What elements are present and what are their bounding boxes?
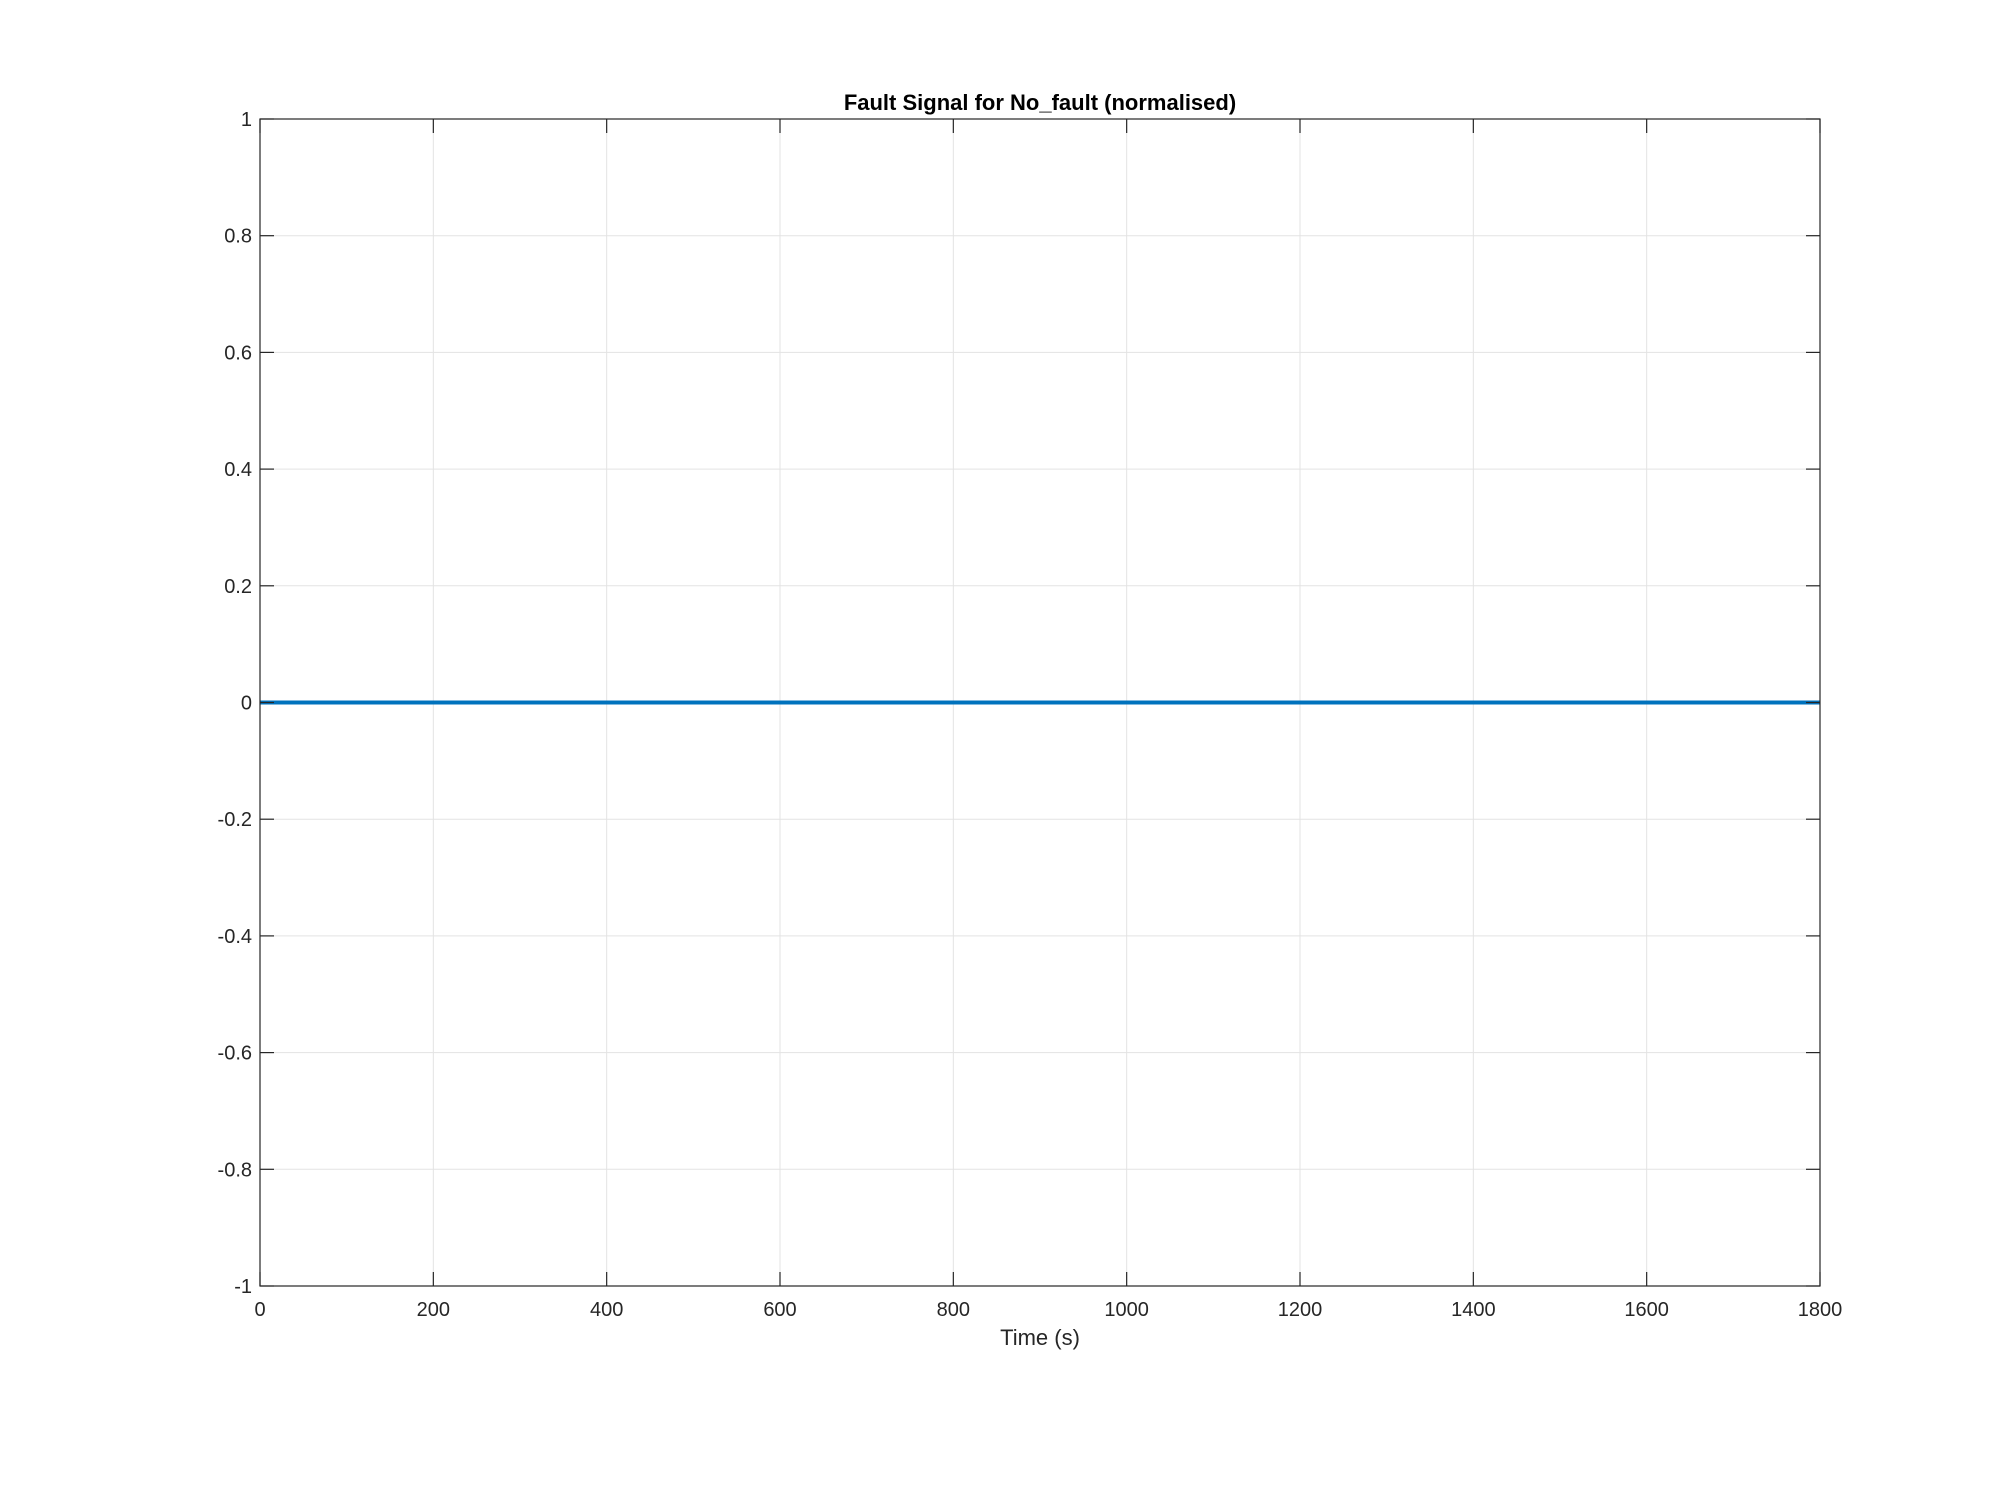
y-tick-label: -0.2 — [218, 809, 252, 831]
x-tick-label: 1200 — [1278, 1299, 1323, 1321]
x-tick-label: 200 — [417, 1299, 450, 1321]
y-tick-label: -1 — [234, 1276, 252, 1298]
x-tick-label: 1000 — [1104, 1299, 1149, 1321]
x-axis-label: Time (s) — [1000, 1325, 1080, 1350]
x-tick-label: 1600 — [1624, 1299, 1669, 1321]
x-tick-label: 800 — [937, 1299, 970, 1321]
y-tick-label: -0.8 — [218, 1159, 252, 1181]
ticks: 0 200 400 600 800 1000 1200 1400 1600 1800 -1 -0.8 -… — [218, 109, 1843, 1321]
y-tick-label: -0.6 — [218, 1043, 252, 1065]
x-tick-label: 600 — [763, 1299, 796, 1321]
y-tick-label: 0.6 — [224, 342, 252, 364]
y-tick-label: 0.2 — [224, 576, 252, 598]
y-tick-label: -0.4 — [218, 926, 252, 948]
y-tick-label: 0.4 — [224, 459, 252, 481]
y-tick-label: 0.8 — [224, 226, 252, 248]
x-tick-label: 0 — [254, 1299, 265, 1321]
x-tick-label: 400 — [590, 1299, 623, 1321]
chart-title: Fault Signal for No_fault (normalised) — [844, 90, 1236, 115]
y-tick-label: 0 — [241, 693, 252, 715]
y-tick-label: 1 — [241, 109, 252, 131]
x-tick-label: 1800 — [1798, 1299, 1843, 1321]
x-tick-label: 1400 — [1451, 1299, 1496, 1321]
